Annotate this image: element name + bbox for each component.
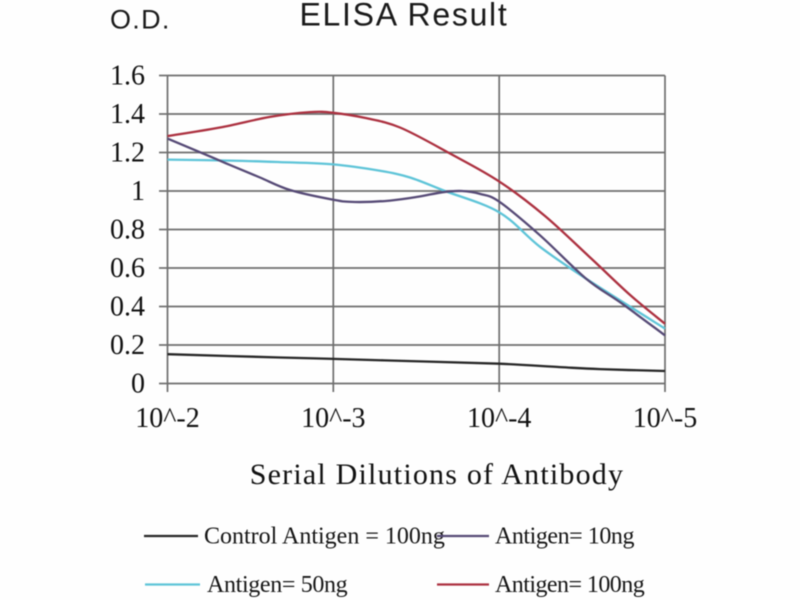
svg-text:10^-4: 10^-4 xyxy=(467,403,531,434)
svg-text:1: 1 xyxy=(131,176,145,207)
svg-text:0: 0 xyxy=(131,369,145,400)
svg-text:0.2: 0.2 xyxy=(110,330,145,361)
svg-text:0.8: 0.8 xyxy=(110,215,145,246)
svg-text:Control Antigen = 100ng: Control Antigen = 100ng xyxy=(204,524,445,550)
svg-text:Antigen= 100ng: Antigen= 100ng xyxy=(495,572,645,598)
svg-text:10^-3: 10^-3 xyxy=(301,403,365,434)
svg-text:1.4: 1.4 xyxy=(110,99,145,130)
svg-text:Serial Dilutions of Antibody: Serial Dilutions of Antibody xyxy=(250,458,624,491)
svg-text:Antigen= 50ng: Antigen= 50ng xyxy=(207,572,348,598)
svg-text:ELISA Result: ELISA Result xyxy=(300,0,509,33)
svg-text:1.6: 1.6 xyxy=(110,61,145,92)
svg-text:10^-2: 10^-2 xyxy=(135,403,199,434)
svg-text:0.6: 0.6 xyxy=(110,253,145,284)
svg-text:1.2: 1.2 xyxy=(110,138,145,169)
svg-text:Antigen= 10ng: Antigen= 10ng xyxy=(495,524,634,550)
svg-text:O.D.: O.D. xyxy=(110,5,171,35)
svg-text:10^-5: 10^-5 xyxy=(633,403,697,434)
svg-text:0.4: 0.4 xyxy=(110,292,145,323)
